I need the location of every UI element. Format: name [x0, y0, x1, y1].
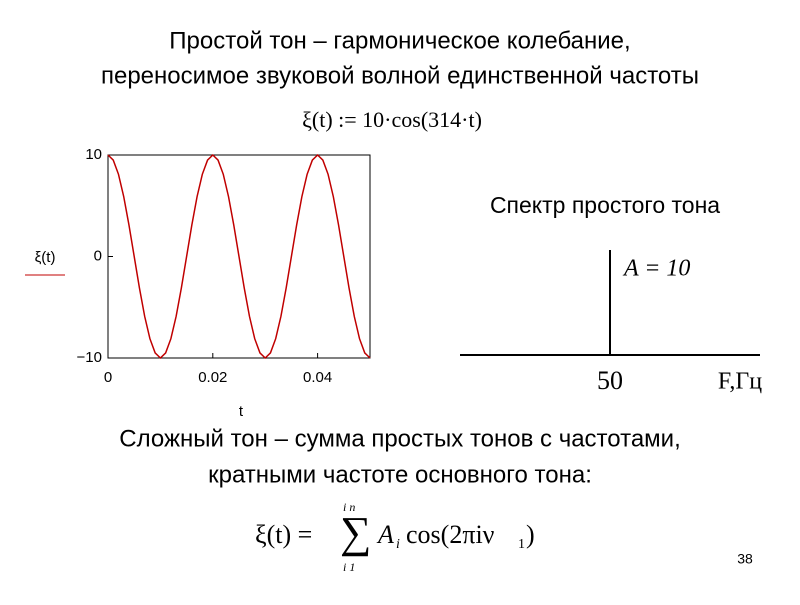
formula: ξ(t) := 10·cos(314·t) — [302, 107, 482, 132]
x-tick-label: 50 — [597, 366, 623, 395]
x-tick-label: 0.04 — [303, 369, 332, 386]
x-axis-label: F,Гц — [718, 369, 762, 395]
chart-title: Спектр простого тона — [490, 192, 720, 218]
formula-part: ξ(t) = — [255, 520, 312, 549]
signal-line — [107, 153, 371, 360]
title-line: Простой тон – гармоническое колебание, — [169, 27, 630, 54]
page-number: 38 — [737, 551, 753, 567]
formula-part: i n — [343, 500, 355, 514]
formula-part: i 1 — [343, 560, 355, 574]
y-tick-label: 10 — [85, 146, 102, 163]
sum-formula: ξ(t) = ∑ i n i 1 A i cos(2πiν 1 ) — [255, 500, 535, 574]
value-label: A = 10 — [622, 256, 690, 282]
formula-part: A — [376, 520, 394, 549]
y-axis-label: ξ(t) — [35, 249, 56, 266]
y-tick-label: −10 — [77, 349, 102, 366]
body-line: кратными частоте основного тона: — [208, 461, 592, 488]
x-tick-label: 0.02 — [198, 369, 227, 386]
x-axis-label: t — [239, 403, 244, 420]
formula-part: ∑ — [340, 508, 371, 557]
formula-part: ) — [526, 520, 535, 549]
y-tick-label: 0 — [94, 247, 102, 264]
title-line: переносимое звуковой волной единственной… — [101, 62, 699, 89]
formula-part: cos(2πiν — [406, 520, 495, 549]
body-line: Сложный тон – сумма простых тонов с част… — [119, 425, 680, 452]
formula-part: i — [396, 537, 400, 552]
formula-part: 1 — [518, 537, 525, 552]
x-tick-label: 0 — [104, 369, 112, 386]
